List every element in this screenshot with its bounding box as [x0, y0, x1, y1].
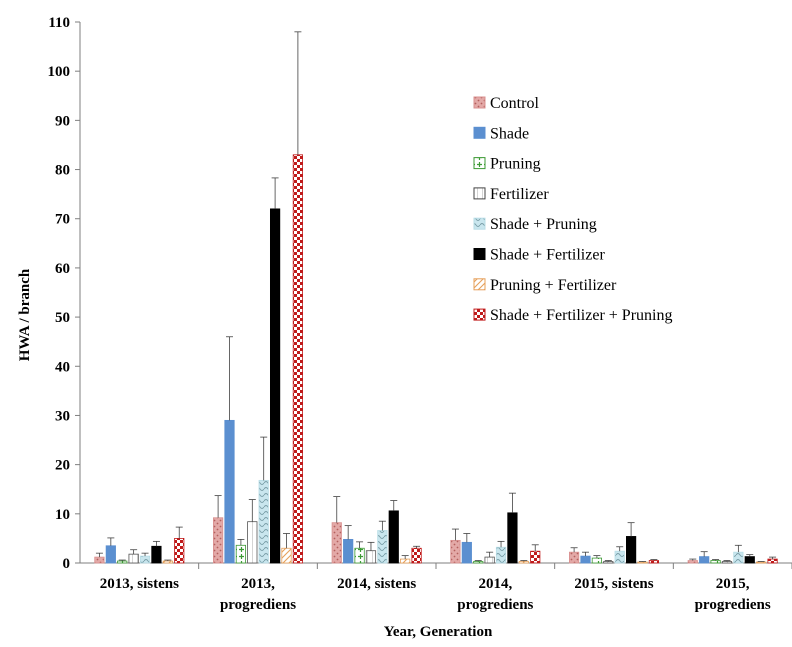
legend-label: Fertilizer: [490, 186, 549, 203]
y-tick-label: 20: [55, 458, 70, 474]
bar-fertilizer: [366, 551, 375, 563]
bar-shade-fertilizer-pruning: [768, 559, 777, 563]
legend-label: Shade + Pruning: [490, 216, 597, 233]
legend-swatch: [474, 218, 485, 229]
bar-shade-fertilizer: [508, 513, 517, 563]
legend-swatch: [474, 127, 485, 138]
bar-control: [451, 540, 460, 563]
x-tick-label: progrediens: [457, 597, 533, 613]
legend-label: Control: [490, 95, 539, 112]
bar-shade: [581, 556, 590, 563]
bar-shade: [462, 542, 471, 563]
bar-shade: [106, 546, 115, 563]
legend-label: Pruning: [490, 156, 541, 173]
bar-shade-pruning: [615, 551, 624, 563]
x-tick-label: progrediens: [220, 597, 296, 613]
bar-fertilizer: [604, 562, 613, 563]
bar-control: [95, 557, 104, 563]
y-tick-label: 30: [55, 408, 70, 424]
y-tick-label: 50: [55, 310, 70, 326]
bar-pruning-fertilizer: [400, 559, 409, 563]
x-tick-label: 2015, sistens: [574, 576, 653, 592]
bar-shade-fertilizer: [270, 209, 279, 563]
bar-pruning: [711, 561, 720, 563]
bar-fertilizer: [248, 522, 257, 563]
bar-control: [213, 518, 222, 563]
bar-shade-fertilizer-pruning: [412, 548, 421, 563]
bar-control: [688, 561, 697, 563]
bar-pruning: [236, 545, 245, 563]
y-tick-label: 10: [55, 507, 70, 523]
bar-pruning-fertilizer: [163, 561, 172, 563]
legend-swatch: [474, 97, 485, 108]
legend: Control Shade Pruning Fertilizer Shade + Pru…: [474, 95, 672, 324]
y-tick-label: 60: [55, 261, 70, 277]
legend-swatch: [474, 309, 485, 320]
legend-swatch: [474, 158, 485, 169]
legend-swatch: [474, 279, 485, 290]
y-tick-label: 0: [63, 556, 71, 572]
x-tick-label: 2015,: [716, 576, 750, 592]
bar-shade-fertilizer-pruning: [531, 551, 540, 563]
y-tick-label: 40: [55, 359, 70, 375]
x-axis-title: Year, Generation: [384, 624, 493, 640]
bar-shade-pruning: [734, 552, 743, 563]
y-tick-label: 90: [55, 113, 70, 129]
bar-shade-pruning: [259, 480, 268, 563]
bar-shade-pruning: [378, 531, 387, 563]
bar-shade: [225, 420, 234, 563]
legend-swatch: [474, 249, 485, 260]
x-tick-label: 2014,: [478, 576, 512, 592]
bar-shade: [699, 557, 708, 563]
bar-pruning-fertilizer: [638, 562, 647, 563]
bar-control: [332, 523, 341, 563]
bar-pruning: [474, 562, 483, 563]
bar-pruning-fertilizer: [519, 562, 528, 563]
y-tick-label: 70: [55, 212, 70, 228]
plot-area: 0 10 20 30 40 50 60 70 80 90 100 110 2013, sistens 20…: [48, 15, 792, 613]
bar-shade-fertilizer: [626, 536, 635, 563]
bar-pruning: [118, 561, 127, 563]
bar-shade-pruning: [496, 547, 505, 563]
bar-pruning-fertilizer: [282, 548, 291, 563]
legend-label: Pruning + Fertilizer: [490, 277, 617, 294]
legend-label: Shade: [490, 125, 529, 142]
bar-control: [569, 552, 578, 563]
legend-label: Shade + Fertilizer: [490, 247, 605, 264]
legend-swatch: [474, 188, 485, 199]
bar-shade-fertilizer: [152, 546, 161, 563]
bar-shade-fertilizer-pruning: [649, 561, 658, 563]
y-tick-label: 110: [48, 15, 70, 31]
bar-fertilizer: [485, 557, 494, 563]
legend-label: Shade + Fertilizer + Pruning: [490, 307, 672, 324]
bar-shade-pruning: [140, 556, 149, 563]
bar-shade-fertilizer-pruning: [293, 155, 302, 563]
bar-pruning-fertilizer: [756, 562, 765, 563]
x-tick-label: 2013,: [241, 576, 275, 592]
bar-shade-fertilizer-pruning: [175, 538, 184, 563]
bar-shade-fertilizer: [389, 511, 398, 563]
bar-fertilizer: [129, 554, 138, 563]
bar-pruning: [355, 548, 364, 563]
bar-shade: [343, 539, 352, 563]
y-tick-label: 80: [55, 163, 70, 179]
y-axis-title: HWA / branch: [17, 268, 33, 361]
y-tick-label: 100: [48, 64, 71, 80]
bar-shade-fertilizer: [745, 557, 754, 563]
x-tick-label: 2013, sistens: [100, 576, 179, 592]
bar-pruning: [592, 558, 601, 563]
bar-fertilizer: [722, 562, 731, 563]
x-tick-label: 2014, sistens: [337, 576, 416, 592]
x-tick-label: progrediens: [695, 597, 771, 613]
